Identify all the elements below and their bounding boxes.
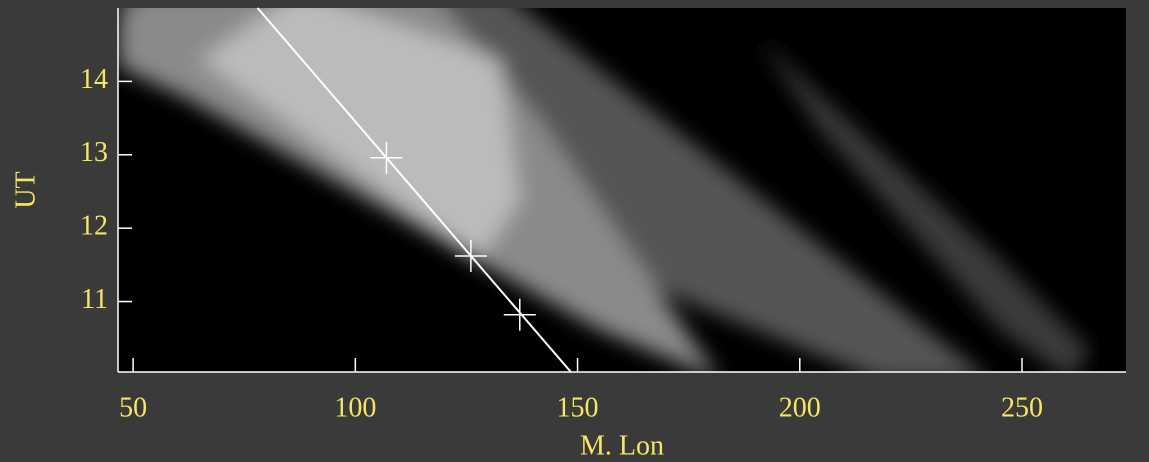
y-tick-label: 14 [80, 64, 108, 95]
x-tick-label: 150 [557, 392, 599, 423]
x-tick-label: 200 [779, 392, 821, 423]
y-axis-label: UT [10, 171, 41, 208]
x-tick-label: 250 [1001, 392, 1043, 423]
y-tick-label: 11 [81, 284, 108, 315]
y-tick-label: 12 [80, 211, 108, 242]
x-tick-label: 100 [334, 392, 376, 423]
image-raster [118, 8, 1090, 372]
cross-marker [370, 141, 403, 174]
fit-line [256, 7, 572, 373]
x-axis-label: M. Lon [580, 430, 664, 461]
cross-marker [454, 240, 487, 273]
cross-marker [503, 298, 536, 331]
x-tick-label: 50 [119, 392, 147, 423]
y-tick-label: 13 [80, 137, 108, 168]
